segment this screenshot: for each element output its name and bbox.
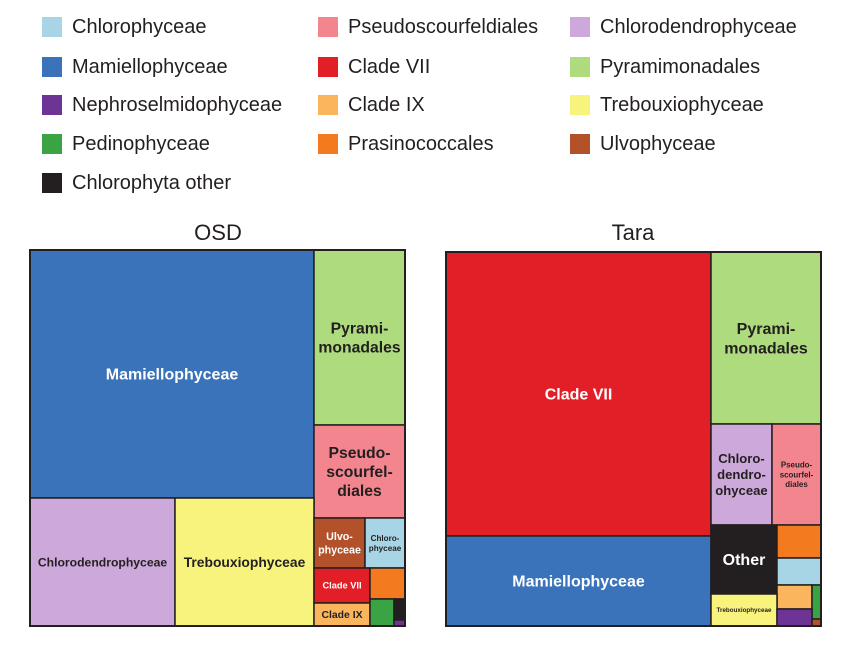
treemap-cell-label: Other: [723, 552, 766, 569]
treemap-cell-label: Mamiellophyceae: [106, 367, 239, 384]
treemap-cell: [394, 599, 405, 620]
treemap-cell: [812, 585, 821, 619]
treemap-cell-label: Trebouxiophyceae: [184, 554, 306, 570]
treemap-cell-label: Chlorodendrophyceae: [38, 555, 168, 569]
treemap-cell-label: Trebouxiophyceae: [717, 607, 772, 614]
treemap-cell-label: Clade VII: [322, 581, 361, 591]
treemap-cell: [370, 568, 405, 599]
treemap-cell: [777, 525, 821, 558]
treemap-cell-label: Clade IX: [321, 610, 362, 621]
treemap-cell: [370, 599, 394, 626]
osd-treemap: MamiellophyceaePyrami-monadalesPseudo-sc…: [30, 250, 405, 626]
treemap-cell: [777, 558, 821, 585]
treemap-cell-label: Clade VII: [545, 387, 613, 404]
treemap-cell-label: Chloro-dendro-ohyceae: [715, 451, 767, 498]
treemap-cell: [777, 609, 812, 626]
treemap-cell: [711, 252, 821, 424]
treemap-cell: [777, 585, 812, 609]
treemap-cell: [314, 250, 405, 425]
treemap-cell: [812, 619, 821, 626]
tara-treemap: Clade VIIPyrami-monadalesMamiellophyceae…: [446, 252, 821, 626]
treemap-cell-label: Mamiellophyceae: [512, 574, 645, 591]
treemap-cell-label: Chloro-phyceae: [369, 534, 402, 553]
